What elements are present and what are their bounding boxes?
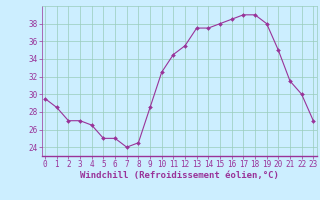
X-axis label: Windchill (Refroidissement éolien,°C): Windchill (Refroidissement éolien,°C) [80, 171, 279, 180]
